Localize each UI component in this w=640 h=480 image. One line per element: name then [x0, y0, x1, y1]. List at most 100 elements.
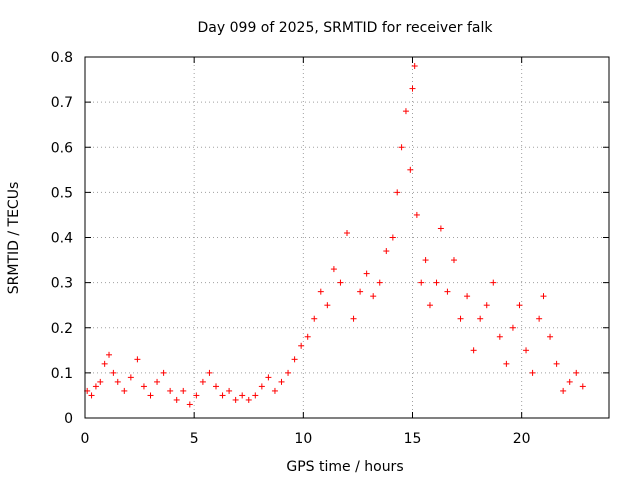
data-point [409, 85, 416, 92]
plot-frame [84, 56, 610, 419]
grid-layer [85, 57, 609, 418]
data-point [553, 360, 560, 367]
data-point [407, 166, 414, 173]
y-tick-label: 0.2 [51, 321, 73, 337]
data-point [426, 302, 433, 309]
data-point [154, 378, 161, 385]
data-point [560, 387, 567, 394]
data-point [389, 234, 396, 241]
x-axis-label: GPS time / hours [286, 459, 403, 475]
data-point [496, 333, 503, 340]
y-tick-label: 0 [64, 411, 73, 427]
data-point [180, 387, 187, 394]
data-point [311, 315, 318, 322]
data-point [536, 315, 543, 322]
data-point [239, 392, 246, 399]
data-point [186, 401, 193, 408]
data-point [579, 383, 586, 390]
data-point [324, 302, 331, 309]
data-point [206, 369, 213, 376]
data-point [529, 369, 536, 376]
x-tick-label: 0 [81, 431, 90, 447]
data-point [344, 229, 350, 236]
data-point [464, 293, 471, 300]
y-tick-label: 0.8 [51, 50, 73, 66]
data-point [121, 387, 128, 394]
data-point [173, 396, 180, 403]
data-point [503, 360, 510, 367]
data-point [110, 369, 117, 376]
y-tick-label: 0.5 [51, 185, 73, 201]
y-tick-labels: 0 0.1 0.2 0.3 0.4 0.5 0.6 0.7 0.8 [51, 50, 609, 427]
data-point [394, 189, 401, 196]
data-point [376, 279, 383, 286]
data-point [337, 279, 344, 286]
data-point [450, 257, 457, 264]
y-tick-label: 0.4 [51, 231, 73, 247]
data-marks [84, 63, 586, 408]
data-point [547, 333, 554, 340]
data-point [490, 279, 497, 286]
data-point [357, 288, 364, 295]
data-point [370, 293, 377, 300]
data-point [437, 225, 444, 232]
y-tick-label: 0.3 [51, 276, 73, 292]
x-tick-label: 15 [404, 431, 422, 447]
data-point [398, 144, 405, 151]
x-tick-label: 20 [513, 431, 531, 447]
x-tick-label: 10 [294, 431, 312, 447]
data-point [114, 378, 121, 385]
data-point [383, 248, 390, 255]
data-point [509, 324, 516, 331]
data-point [101, 360, 108, 367]
data-point [402, 108, 409, 115]
data-point [258, 383, 265, 390]
data-point [127, 374, 134, 381]
data-point [140, 383, 147, 390]
data-point [97, 378, 104, 385]
data-point [278, 378, 285, 385]
data-point [88, 392, 95, 399]
data-point [330, 266, 337, 273]
data-point [411, 63, 418, 70]
data-point [160, 369, 167, 376]
data-point [523, 347, 530, 354]
chart-title: Day 099 of 2025, SRMTID for receiver fal… [198, 20, 494, 36]
data-point [298, 342, 305, 349]
data-point [134, 356, 141, 363]
data-point [167, 387, 174, 394]
data-point [477, 315, 484, 322]
data-point [444, 288, 451, 295]
data-point [271, 387, 278, 394]
data-point [219, 392, 226, 399]
data-point [566, 378, 573, 385]
data-point [291, 356, 298, 363]
data-point [516, 302, 523, 309]
data-point [213, 383, 219, 390]
data-point [418, 279, 425, 286]
data-point [317, 288, 324, 295]
data-point [193, 392, 200, 399]
data-point [422, 257, 429, 264]
data-point [252, 392, 259, 399]
x-tick-labels: 0 5 10 15 20 [81, 57, 531, 447]
y-tick-label: 0.1 [51, 366, 73, 382]
y-tick-label: 0.7 [51, 95, 73, 111]
data-point [540, 293, 547, 300]
data-point [226, 387, 233, 394]
data-point [199, 378, 206, 385]
x-tick-label: 5 [190, 431, 199, 447]
data-point [363, 270, 370, 277]
data-point [413, 211, 420, 218]
data-point [483, 302, 490, 309]
data-point [350, 315, 357, 322]
data-point [470, 347, 477, 354]
data-point [457, 315, 464, 322]
data-point [285, 369, 292, 376]
data-point [265, 374, 272, 381]
data-point [106, 351, 113, 358]
data-point [573, 369, 580, 376]
y-tick-label: 0.6 [51, 140, 73, 156]
data-point [147, 392, 154, 399]
